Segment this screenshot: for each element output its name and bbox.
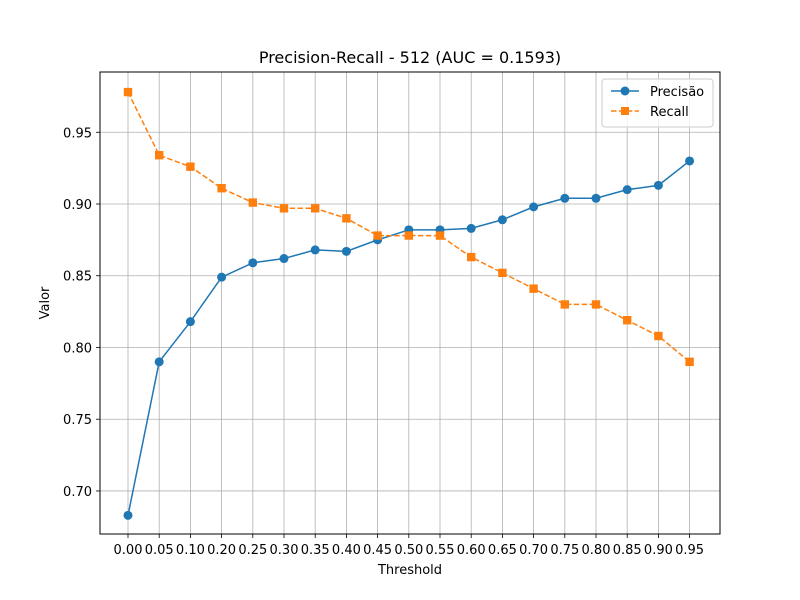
data-point-precisao [560, 193, 570, 203]
data-point-recall [155, 151, 164, 160]
data-point-recall [591, 300, 601, 309]
data-point-recall [435, 231, 445, 240]
x-tick-label: 0.95 [675, 543, 704, 558]
data-point-precisao [341, 246, 351, 256]
y-tick-label: 0.85 [63, 270, 92, 285]
data-point-recall [373, 231, 382, 240]
x-tick-label: 0.65 [488, 543, 517, 558]
x-tick-label: 0.30 [270, 543, 299, 558]
x-tick-label: 0.75 [550, 543, 579, 558]
y-tick-label: 0.80 [63, 341, 92, 356]
series-layer [123, 87, 695, 520]
data-point-precisao [685, 156, 695, 166]
x-tick-label: 0.40 [332, 543, 361, 558]
x-tick-label: 0.45 [363, 543, 392, 558]
legend-label-precisao: Precisão [650, 85, 704, 100]
plot-area-frame [99, 71, 721, 535]
x-tick-label: 0.10 [176, 543, 205, 558]
data-point-precisao [466, 223, 476, 233]
legend-marker-precisao [620, 86, 630, 96]
x-tick-label: 0.25 [238, 543, 267, 558]
y-tick-label: 0.90 [63, 198, 92, 213]
x-tick-label: 0.85 [613, 543, 642, 558]
x-axis-ticks: 0.00 0.05 0.10 0.20 0.25 0.30 0.35 0.40 0.45 0.50… [114, 534, 704, 558]
data-point-precisao [154, 357, 164, 367]
y-tick-label: 0.95 [63, 126, 92, 141]
data-point-recall [623, 316, 632, 325]
x-tick-label: 0.80 [582, 543, 611, 558]
y-axis-ticks: 0.70 0.75 0.80 0.85 0.90 0.95 [63, 126, 100, 500]
y-axis-label: Valor [38, 286, 53, 319]
data-point-precisao [591, 193, 601, 203]
data-point-precisao [123, 510, 133, 520]
data-point-recall [685, 357, 694, 367]
x-tick-label: 0.90 [644, 543, 673, 558]
data-point-recall [560, 300, 569, 309]
x-axis-label: Threshold [377, 563, 442, 578]
data-point-recall [498, 268, 507, 278]
data-point-precisao [185, 317, 195, 327]
data-point-recall [529, 284, 538, 293]
data-point-recall [186, 162, 195, 171]
data-point-precisao [217, 272, 227, 282]
data-point-recall [123, 87, 133, 97]
legend: Precisão Recall [601, 78, 714, 128]
y-tick-label: 0.75 [63, 413, 92, 428]
data-point-precisao [622, 185, 632, 195]
legend-label-recall: Recall [650, 105, 689, 120]
data-point-precisao [529, 202, 539, 212]
data-point-recall [248, 198, 257, 207]
x-tick-label: 0.55 [426, 543, 455, 558]
data-point-precisao [248, 258, 258, 268]
data-point-recall [654, 331, 663, 341]
y-tick-label: 0.70 [63, 485, 92, 500]
data-point-precisao [310, 245, 320, 255]
x-tick-label: 0.20 [207, 543, 236, 558]
x-tick-label: 0.35 [301, 543, 330, 558]
legend-marker-recall [621, 107, 629, 115]
data-point-recall [279, 204, 289, 213]
data-point-precisao [653, 180, 663, 190]
data-point-recall [342, 214, 351, 223]
x-tick-label: 0.50 [394, 543, 423, 558]
data-point-precisao [279, 254, 289, 264]
x-tick-label: 0.60 [457, 543, 486, 558]
data-point-recall [467, 252, 476, 262]
data-point-recall [404, 231, 413, 240]
chart-title: Precision-Recall - 512 (AUC = 0.1593) [259, 48, 561, 67]
data-point-precisao [497, 215, 507, 225]
data-point-recall [311, 204, 320, 213]
x-tick-label: 0.00 [114, 543, 143, 558]
x-tick-label: 0.70 [519, 543, 548, 558]
data-point-recall [217, 184, 226, 193]
x-tick-label: 0.05 [145, 543, 174, 558]
